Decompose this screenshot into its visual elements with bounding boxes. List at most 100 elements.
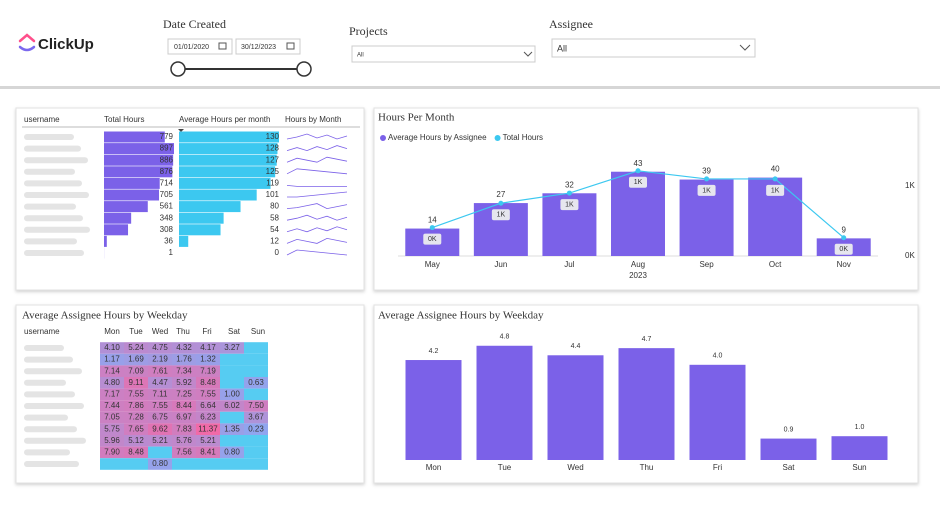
heat-cell (100, 388, 124, 401)
heat-cell (220, 423, 244, 435)
heat-cell (124, 342, 148, 354)
heat-cell (124, 458, 148, 470)
heat-cell (220, 458, 244, 470)
heat-cell (244, 458, 268, 470)
cell-value: 4.32 (176, 343, 192, 352)
blurred-username (24, 226, 90, 233)
bar (547, 355, 604, 460)
heat-cell (148, 400, 172, 412)
cell-value: 1 (169, 248, 174, 257)
dropdown[interactable] (351, 45, 536, 63)
heat-cell (196, 388, 220, 401)
cell-value: 8.48 (200, 378, 216, 387)
blurred-username (24, 203, 76, 210)
column-header: Sun (251, 327, 265, 336)
cell-value: 101 (266, 190, 280, 199)
heat-cell (196, 446, 220, 459)
data-label: 40 (771, 165, 780, 174)
x-tick-label: Nov (837, 260, 851, 269)
blurred-username (24, 345, 64, 351)
cell-value: 1.69 (128, 355, 144, 364)
cell-value: 5.92 (176, 378, 192, 387)
data-bar (179, 131, 279, 143)
data-bar (104, 143, 174, 155)
label-box (491, 209, 510, 221)
cell-value: 876 (160, 167, 174, 176)
sparkline (287, 191, 348, 198)
data-label: 32 (565, 180, 574, 189)
heat-cell (124, 446, 148, 459)
x-tick-label: Sat (782, 463, 795, 472)
cell-value: 1.35 (224, 424, 240, 433)
data-bar (179, 154, 277, 166)
chart-title: Average Assignee Hours by Weekday (378, 310, 544, 322)
data-bar (104, 235, 107, 247)
cell-value: 308 (160, 225, 174, 234)
heat-cell (124, 423, 148, 435)
data-label: 4.0 (713, 353, 723, 360)
heat-cell (148, 446, 172, 459)
heat-cell (244, 388, 268, 401)
cell-value: 127 (266, 155, 280, 164)
heat-cell (124, 377, 148, 389)
sparkline (286, 168, 348, 175)
heat-cell (172, 446, 196, 459)
cell-value: 1.00 (224, 390, 240, 399)
data-label: 4.8 (500, 334, 510, 341)
label-box (560, 199, 579, 211)
heat-cell (100, 377, 124, 389)
date-input[interactable] (235, 38, 301, 55)
blurred-username (24, 403, 84, 409)
column-header: username (24, 115, 60, 124)
data-label: 1K (565, 201, 574, 208)
slider-handle[interactable] (170, 61, 186, 77)
sparkline (286, 156, 348, 163)
cell-value: 7.44 (104, 401, 120, 410)
card-title: Average Assignee Hours by Weekday (22, 310, 188, 322)
y2-tick-label: 0K (905, 251, 915, 260)
cell-value: 7.86 (128, 401, 144, 410)
slider-handle[interactable] (296, 61, 312, 77)
heat-cell (148, 353, 172, 366)
header-divider (0, 86, 940, 89)
cell-value: 8.41 (200, 448, 216, 457)
x-tick-label: Oct (769, 260, 782, 269)
cell-value: 125 (266, 167, 280, 176)
data-bar (179, 224, 221, 236)
cell-value: 886 (160, 155, 174, 164)
heat-cell (220, 411, 244, 424)
line-point (841, 235, 847, 241)
cell-value: 7.56 (176, 448, 192, 457)
heat-cell (220, 388, 244, 401)
blurred-username (24, 449, 70, 456)
logo-icon (18, 33, 36, 52)
cell-value: 5.75 (104, 424, 120, 433)
data-label: 1K (702, 187, 711, 194)
heat-cell (124, 411, 148, 424)
sparkline (286, 145, 348, 152)
heat-cell (196, 411, 220, 424)
legend-label: Total Hours (503, 133, 543, 142)
column-header: Fri (202, 327, 212, 336)
heat-cell (148, 435, 172, 447)
bar (618, 348, 675, 460)
heat-cell (124, 388, 148, 401)
line-point (635, 168, 641, 174)
line-point (429, 225, 435, 231)
column-header: Sat (228, 327, 241, 336)
heat-cell (124, 365, 148, 377)
column-header: Tue (129, 327, 143, 336)
data-bar (104, 131, 165, 143)
heat-cell (196, 377, 220, 389)
column-header: username (24, 327, 60, 336)
date-input[interactable] (167, 38, 233, 55)
heat-cell (148, 388, 172, 401)
chart-title: Hours Per Month (378, 112, 455, 124)
cell-value: 3.67 (248, 413, 264, 422)
heat-cell (148, 365, 172, 377)
data-bar (104, 177, 160, 189)
heat-cell (124, 353, 148, 366)
dropdown[interactable] (551, 38, 756, 58)
blurred-username (24, 356, 73, 363)
